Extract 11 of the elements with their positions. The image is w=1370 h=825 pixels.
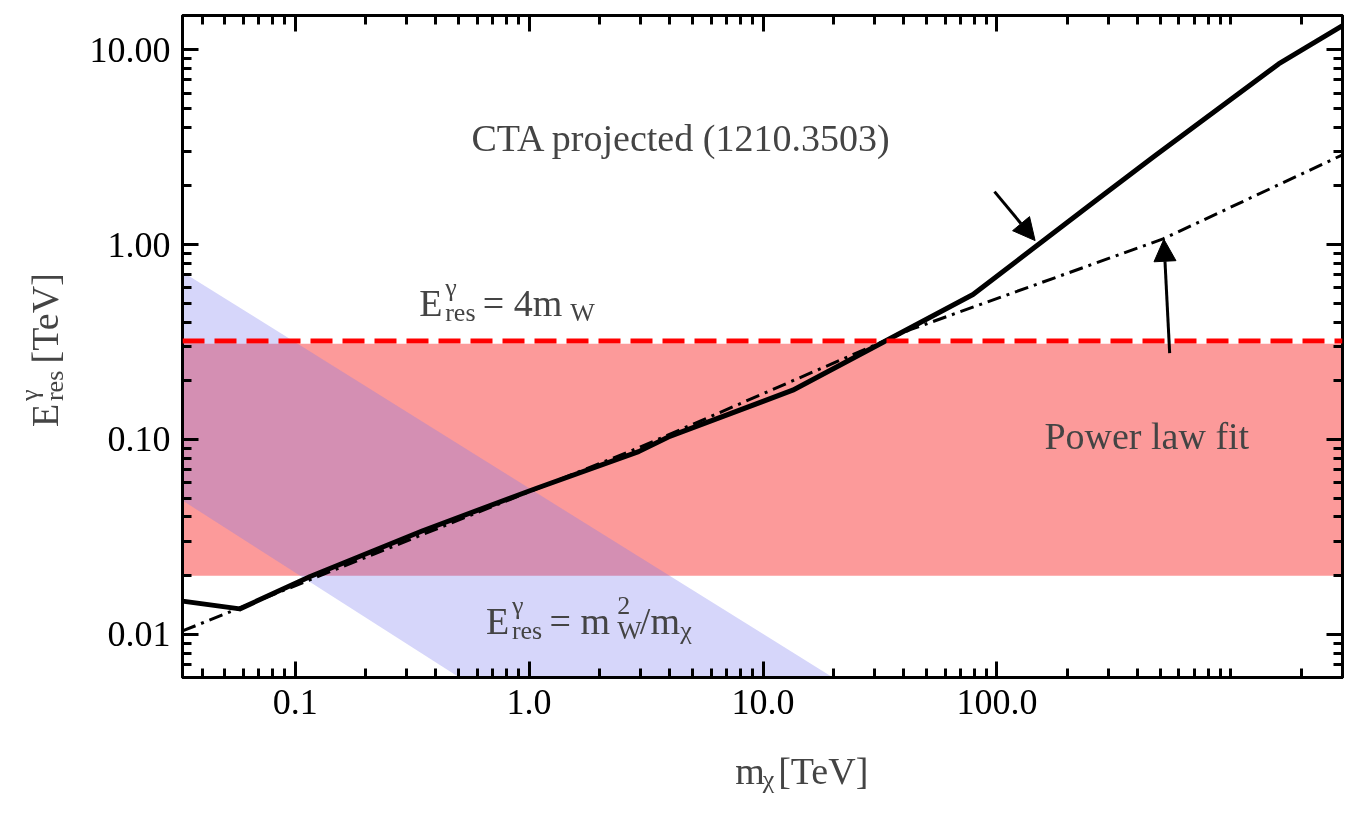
y-tick-label: 10.00 — [89, 29, 171, 70]
annotation: CTA projected (1210.3503) — [471, 116, 890, 160]
x-tick-label: 0.1 — [272, 681, 318, 722]
x-tick-label: 100.0 — [956, 681, 1038, 722]
x-tick-label: 10.0 — [731, 681, 795, 722]
y-tick-label: 0.01 — [107, 614, 171, 655]
y-tick-label: 1.00 — [107, 224, 171, 265]
y-tick-label: 0.10 — [107, 419, 171, 460]
annotation: Power law fit — [1044, 414, 1250, 457]
y-axis-title: Eγres[TeV] — [14, 273, 69, 427]
x-tick-label: 1.0 — [506, 681, 552, 722]
